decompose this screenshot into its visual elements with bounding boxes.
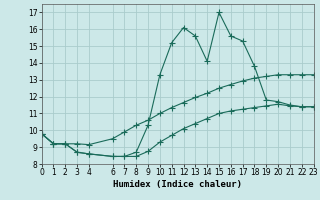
X-axis label: Humidex (Indice chaleur): Humidex (Indice chaleur) xyxy=(113,180,242,189)
